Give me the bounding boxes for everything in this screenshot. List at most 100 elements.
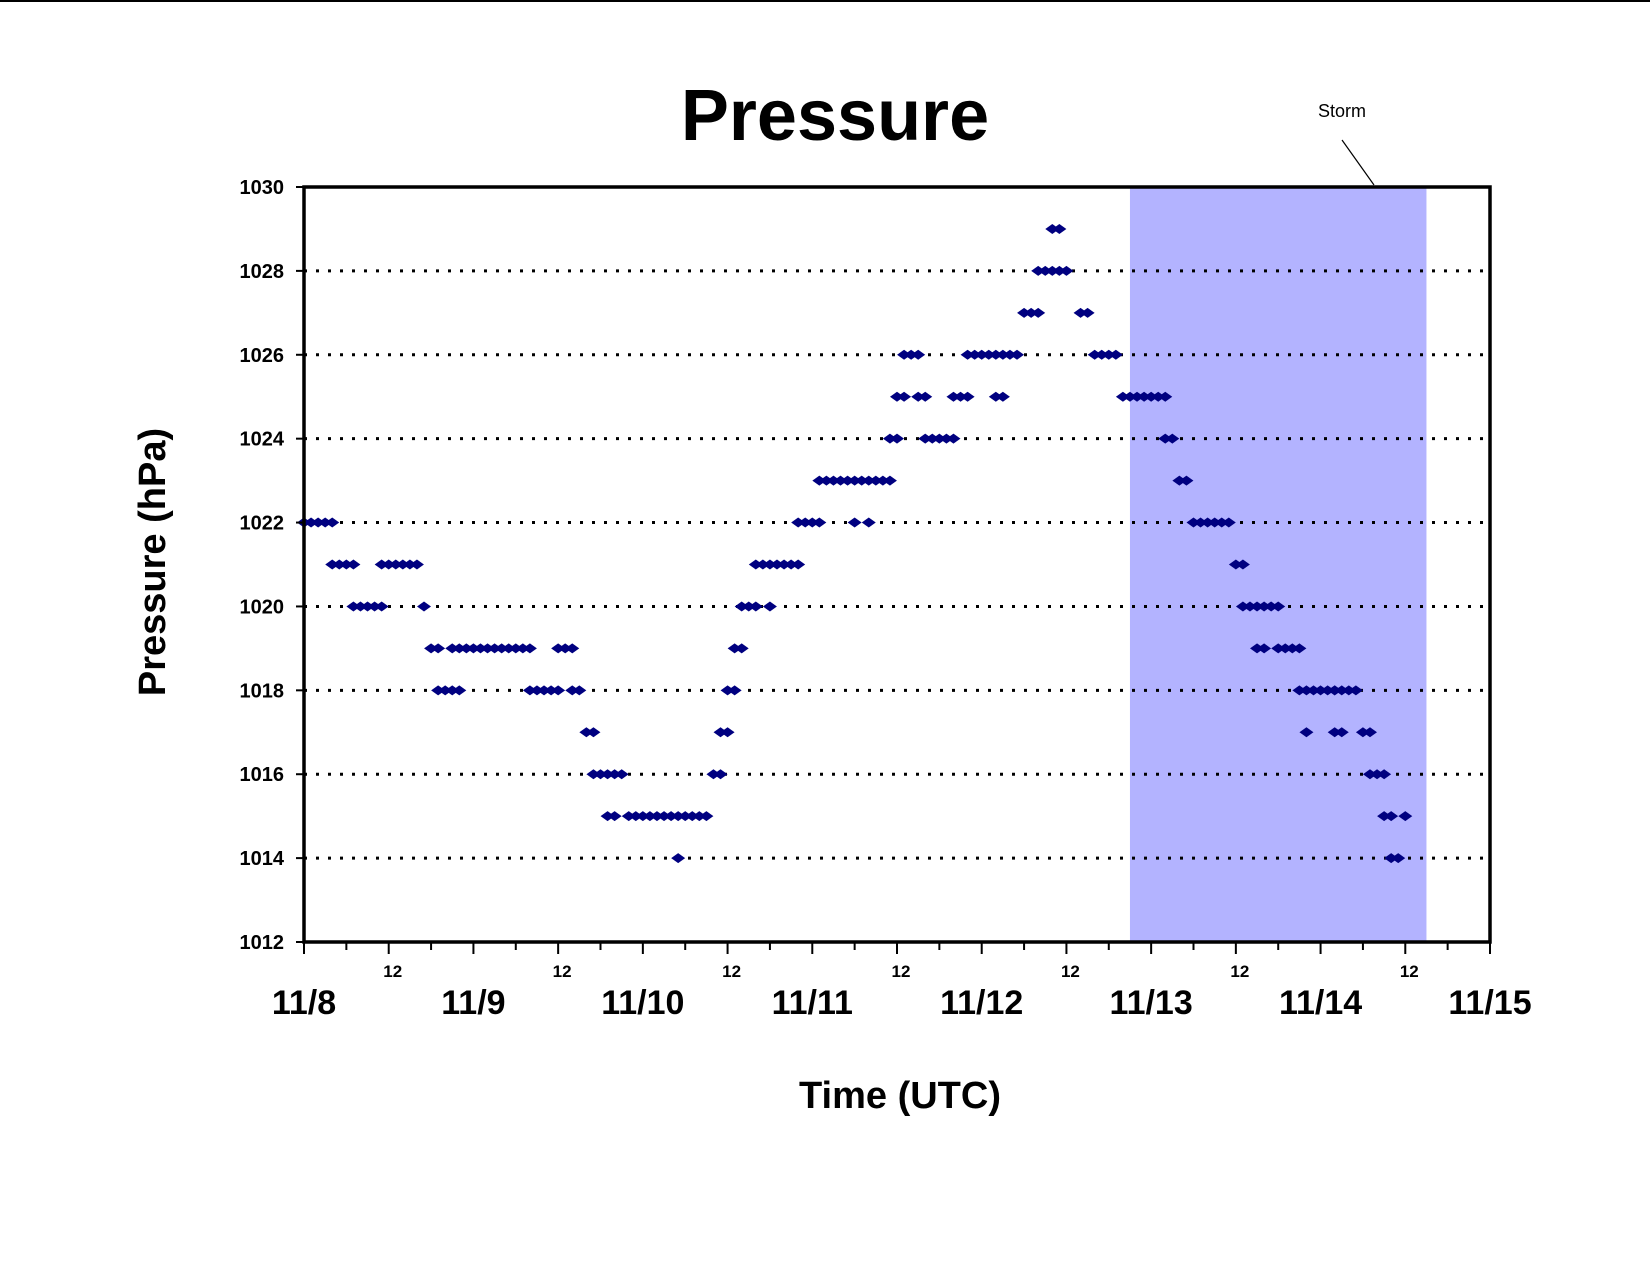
data-point	[367, 601, 382, 612]
data-point	[445, 685, 460, 696]
data-point	[720, 727, 735, 738]
data-point	[777, 559, 792, 570]
data-point	[1010, 349, 1025, 360]
data-point	[494, 643, 509, 654]
data-point	[537, 685, 552, 696]
data-point	[918, 433, 933, 444]
storm-shaded-region	[1129, 187, 1427, 942]
data-point	[515, 643, 530, 654]
data-point	[840, 475, 855, 486]
data-point	[607, 811, 622, 822]
data-point	[374, 559, 389, 570]
x-minor-tick-label: 12	[892, 962, 911, 981]
data-point	[1045, 223, 1060, 234]
data-point	[805, 517, 820, 528]
data-point	[487, 643, 502, 654]
data-point	[417, 601, 432, 612]
data-point	[784, 559, 799, 570]
data-point	[1299, 685, 1314, 696]
data-point	[657, 811, 672, 822]
data-point	[1080, 307, 1095, 318]
data-point	[692, 811, 707, 822]
data-point	[1334, 685, 1349, 696]
x-minor-tick-label: 12	[383, 962, 402, 981]
data-point	[1334, 727, 1349, 738]
top-border	[0, 0, 1650, 2]
data-point	[1257, 601, 1272, 612]
data-point	[1087, 349, 1102, 360]
data-point	[953, 391, 968, 402]
data-point	[1207, 517, 1222, 528]
data-point	[1264, 601, 1279, 612]
data-point	[318, 517, 333, 528]
plot-frame	[302, 185, 1492, 944]
data-point	[339, 559, 354, 570]
data-point	[579, 727, 594, 738]
data-point	[1327, 727, 1342, 738]
data-point	[346, 601, 361, 612]
data-point	[847, 475, 862, 486]
data-point	[904, 349, 919, 360]
data-point	[826, 475, 841, 486]
x-tick-label: 11/12	[940, 984, 1023, 1022]
data-point	[1271, 643, 1286, 654]
data-point	[1320, 685, 1335, 696]
data-point	[861, 517, 876, 528]
data-point	[614, 769, 629, 780]
data-point	[466, 643, 481, 654]
data-point	[551, 685, 566, 696]
data-point	[607, 769, 622, 780]
data-point	[360, 601, 375, 612]
data-point	[311, 517, 326, 528]
data-point	[1137, 391, 1152, 402]
data-point	[995, 391, 1010, 402]
y-tick-label: 1018	[240, 680, 285, 702]
data-point	[925, 433, 940, 444]
x-axis-label: Time (UTC)	[799, 1075, 1001, 1117]
data-point	[1292, 685, 1307, 696]
data-point	[353, 601, 368, 612]
data-point	[600, 811, 615, 822]
data-point	[1122, 391, 1137, 402]
data-point	[678, 811, 693, 822]
data-point	[748, 559, 763, 570]
data-point	[1151, 391, 1166, 402]
data-point	[685, 811, 700, 822]
storm-annotation: Storm	[1318, 101, 1366, 121]
data-point	[1038, 265, 1053, 276]
data-point	[1355, 727, 1370, 738]
data-point	[1186, 517, 1201, 528]
data-point	[939, 433, 954, 444]
x-tick-label: 11/8	[272, 984, 336, 1022]
y-axis-label: Pressure (hPa)	[132, 428, 174, 696]
data-point	[812, 517, 827, 528]
data-point	[395, 559, 410, 570]
data-point	[960, 349, 975, 360]
data-point	[671, 853, 686, 864]
data-point	[1165, 433, 1180, 444]
data-point	[967, 349, 982, 360]
data-point	[1250, 601, 1265, 612]
data-point	[1200, 517, 1215, 528]
data-point	[713, 727, 728, 738]
data-point	[1313, 685, 1328, 696]
data-point	[897, 391, 912, 402]
data-point	[473, 643, 488, 654]
data-point	[480, 643, 495, 654]
data-point	[642, 811, 657, 822]
data-point	[1214, 517, 1229, 528]
data-point	[911, 391, 926, 402]
x-tick-label: 11/13	[1110, 984, 1193, 1022]
y-tick-label: 1016	[240, 764, 285, 786]
data-point	[946, 433, 961, 444]
x-minor-tick-label: 12	[1230, 962, 1249, 981]
data-point	[452, 685, 467, 696]
data-point	[946, 391, 961, 402]
data-point	[445, 643, 460, 654]
data-point	[558, 643, 573, 654]
x-tick-label: 11/9	[441, 984, 505, 1022]
y-tick-label: 1030	[240, 177, 285, 199]
data-point	[325, 559, 340, 570]
data-point	[734, 601, 749, 612]
data-point	[593, 769, 608, 780]
